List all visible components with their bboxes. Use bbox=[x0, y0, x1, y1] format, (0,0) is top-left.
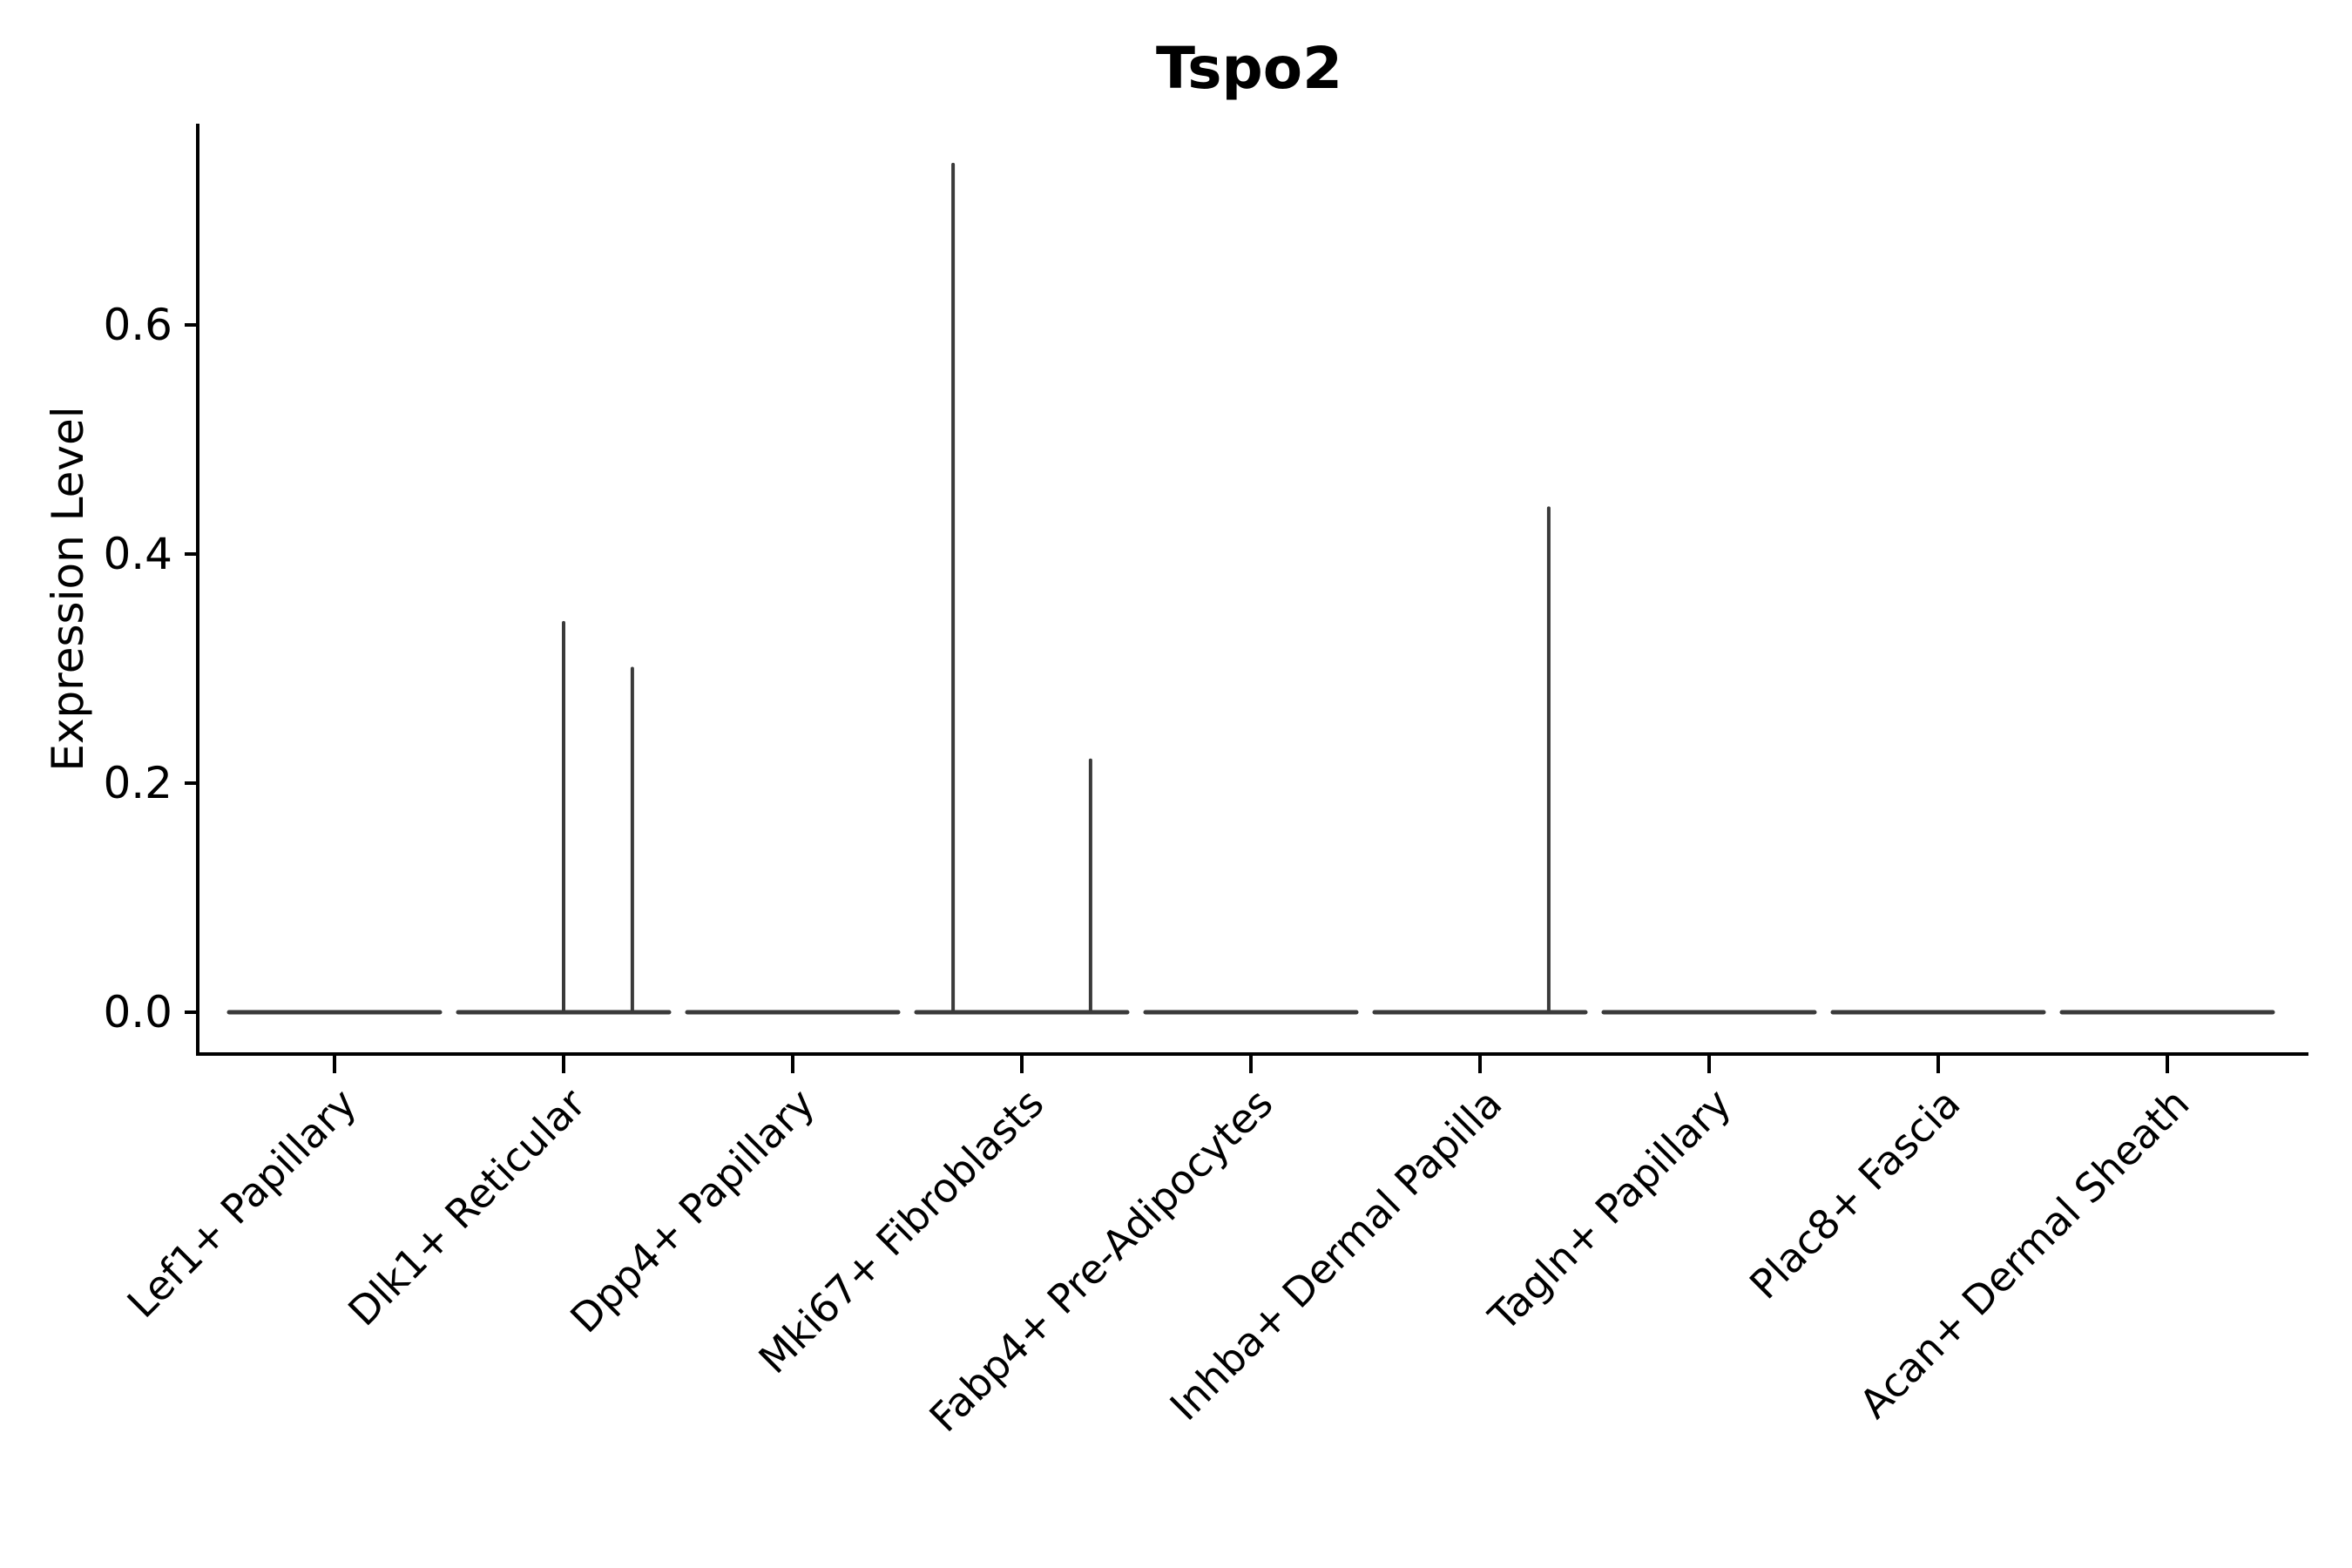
x-tick-label: Lef1+ Papillary bbox=[118, 1079, 366, 1327]
y-tick-label: 0.2 bbox=[103, 758, 172, 808]
chart-title: Tspo2 bbox=[1155, 35, 1343, 102]
x-tick-label: Plac8+ Fascia bbox=[1740, 1079, 1969, 1308]
x-tick-label: Tagln+ Papillary bbox=[1479, 1079, 1740, 1341]
x-tick-label: Dlk1+ Reticular bbox=[339, 1079, 594, 1335]
x-tick-label: Dpp4+ Papillary bbox=[561, 1079, 823, 1342]
y-tick-label: 0.4 bbox=[103, 529, 172, 579]
y-tick-label: 0.0 bbox=[103, 987, 172, 1037]
y-tick-label: 0.6 bbox=[103, 300, 172, 350]
